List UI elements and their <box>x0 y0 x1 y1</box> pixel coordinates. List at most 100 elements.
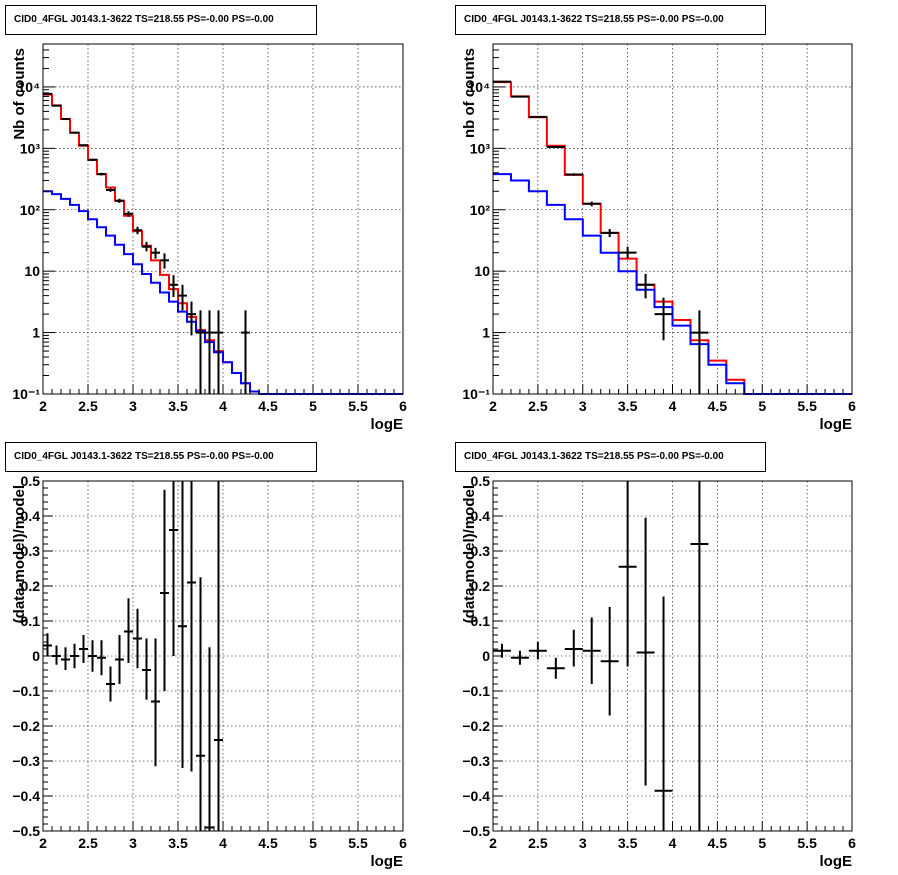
x-tick-label: 5 <box>758 835 766 851</box>
x-tick-label: 4.5 <box>708 398 728 414</box>
y-tick-label: −0.3 <box>12 753 40 769</box>
y-tick-label: 10 <box>474 263 490 279</box>
y-tick-label: 0.5 <box>471 473 491 489</box>
data-point <box>106 188 115 192</box>
x-tick-label: 2.5 <box>528 835 548 851</box>
data-point <box>690 481 709 831</box>
data-point <box>564 629 583 667</box>
data-point <box>187 301 196 336</box>
data-point <box>79 635 88 663</box>
x-tick-label: 3 <box>129 398 137 414</box>
y-tick-label: 10 <box>24 263 40 279</box>
y-tick-label: 10³ <box>20 140 41 156</box>
data-point <box>214 310 223 394</box>
y-tick-label: 1 <box>482 325 490 341</box>
chart-panel-1: 2 2.5 3 3.5 4 4.5 5 5.5 6 10⁻¹ 1 10 10² 10³ 10⁴ logE Nb … <box>11 43 407 433</box>
x-axis-label: logE <box>820 416 853 433</box>
x-axis-label: logE <box>371 853 404 870</box>
y-tick-label: −0.1 <box>12 683 40 699</box>
data-point <box>43 633 52 656</box>
data-point <box>205 647 214 831</box>
data-point <box>690 310 709 394</box>
data-point <box>546 146 565 149</box>
y-tick-label: 0.2 <box>471 578 491 594</box>
data-point <box>618 246 637 259</box>
data-point <box>160 489 169 691</box>
data-point <box>115 198 124 203</box>
chart-panel-4: 2 2.5 3 3.5 4 4.5 5 5.5 6 −0.5 −0.4 −0.3 −0.2 −0.1 0 0.… <box>461 473 856 870</box>
y-tick-label: 0.5 <box>21 473 41 489</box>
y-tick-label: 10² <box>470 202 491 218</box>
x-tick-label: 4.5 <box>258 398 278 414</box>
x-tick-label: 4 <box>219 835 227 851</box>
data-point <box>205 310 214 394</box>
data-point <box>600 607 619 716</box>
chart-panel-2: 2 2.5 3 3.5 4 4.5 5 5.5 6 10⁻¹ 1 10 10² 10³ 10⁴ logE nb … <box>461 43 856 433</box>
y-tick-label: −0.4 <box>12 788 40 804</box>
data-point <box>178 284 187 311</box>
y-tick-label: 0.4 <box>471 508 491 524</box>
data-point <box>133 608 142 669</box>
data-point <box>160 253 169 269</box>
data-point <box>510 650 529 665</box>
data-point <box>196 577 205 831</box>
y-tick-label: −0.1 <box>462 683 490 699</box>
data-point <box>618 481 637 667</box>
chart-panel-3: 2 2.5 3 3.5 4 4.5 5 5.5 6 −0.5 −0.4 −0.3 −0.2 −0.1 0 0.… <box>11 473 407 870</box>
data-point <box>88 640 97 672</box>
x-tick-label: 2.5 <box>528 398 548 414</box>
y-tick-label: 10² <box>20 202 41 218</box>
y-tick-label: −0.4 <box>462 788 490 804</box>
data-point <box>97 172 106 176</box>
data-point <box>636 273 655 299</box>
data-point <box>654 297 673 341</box>
y-tick-label: 10⁻¹ <box>12 386 40 402</box>
data-point <box>97 640 106 676</box>
x-tick-label: 4 <box>219 398 227 414</box>
y-tick-label: 1 <box>32 325 40 341</box>
x-tick-label: 5 <box>309 398 317 414</box>
x-tick-label: 6 <box>399 398 407 414</box>
data-point <box>88 158 97 161</box>
data-point <box>169 275 178 297</box>
y-tick-label: 0.4 <box>21 508 41 524</box>
data-point <box>70 131 79 134</box>
y-tick-label: 10³ <box>470 140 491 156</box>
y-tick-label: −0.2 <box>12 718 40 734</box>
y-tick-label: −0.5 <box>12 823 40 839</box>
x-tick-label: 3.5 <box>168 398 188 414</box>
y-tick-label: 0 <box>32 648 40 664</box>
y-tick-label: 0.1 <box>21 613 41 629</box>
data-point <box>636 517 655 786</box>
x-tick-label: 3.5 <box>168 835 188 851</box>
data-point <box>52 104 61 107</box>
y-tick-label: 0 <box>482 648 490 664</box>
y-tick-label: −0.5 <box>462 823 490 839</box>
data-point <box>196 310 205 394</box>
data-point <box>600 229 619 238</box>
data-point <box>546 657 565 679</box>
data-point <box>79 144 88 147</box>
data-point <box>582 617 601 684</box>
chart-title: CID0_4FGL J0143.1-3622 TS=218.55 PS=-0.0… <box>455 442 766 472</box>
x-tick-label: 5.5 <box>797 835 817 851</box>
chart-title: CID0_4FGL J0143.1-3622 TS=218.55 PS=-0.0… <box>455 5 766 35</box>
y-tick-label: 10⁴ <box>468 79 491 95</box>
data-point <box>106 666 115 702</box>
data-point <box>115 635 124 684</box>
y-axis-label: (data-model)/model <box>461 485 478 623</box>
data-point <box>214 481 223 831</box>
y-tick-label: 0.3 <box>471 543 491 559</box>
data-point <box>61 118 70 121</box>
data-point <box>564 173 583 176</box>
data-point <box>133 226 142 235</box>
data-point <box>187 481 196 772</box>
data-point <box>142 638 151 700</box>
data-point <box>654 596 673 831</box>
data-point <box>178 481 187 768</box>
y-tick-label: −0.3 <box>462 753 490 769</box>
x-tick-label: 5 <box>309 835 317 851</box>
data-point <box>510 95 529 98</box>
x-tick-label: 3 <box>129 835 137 851</box>
data-point <box>151 247 160 259</box>
